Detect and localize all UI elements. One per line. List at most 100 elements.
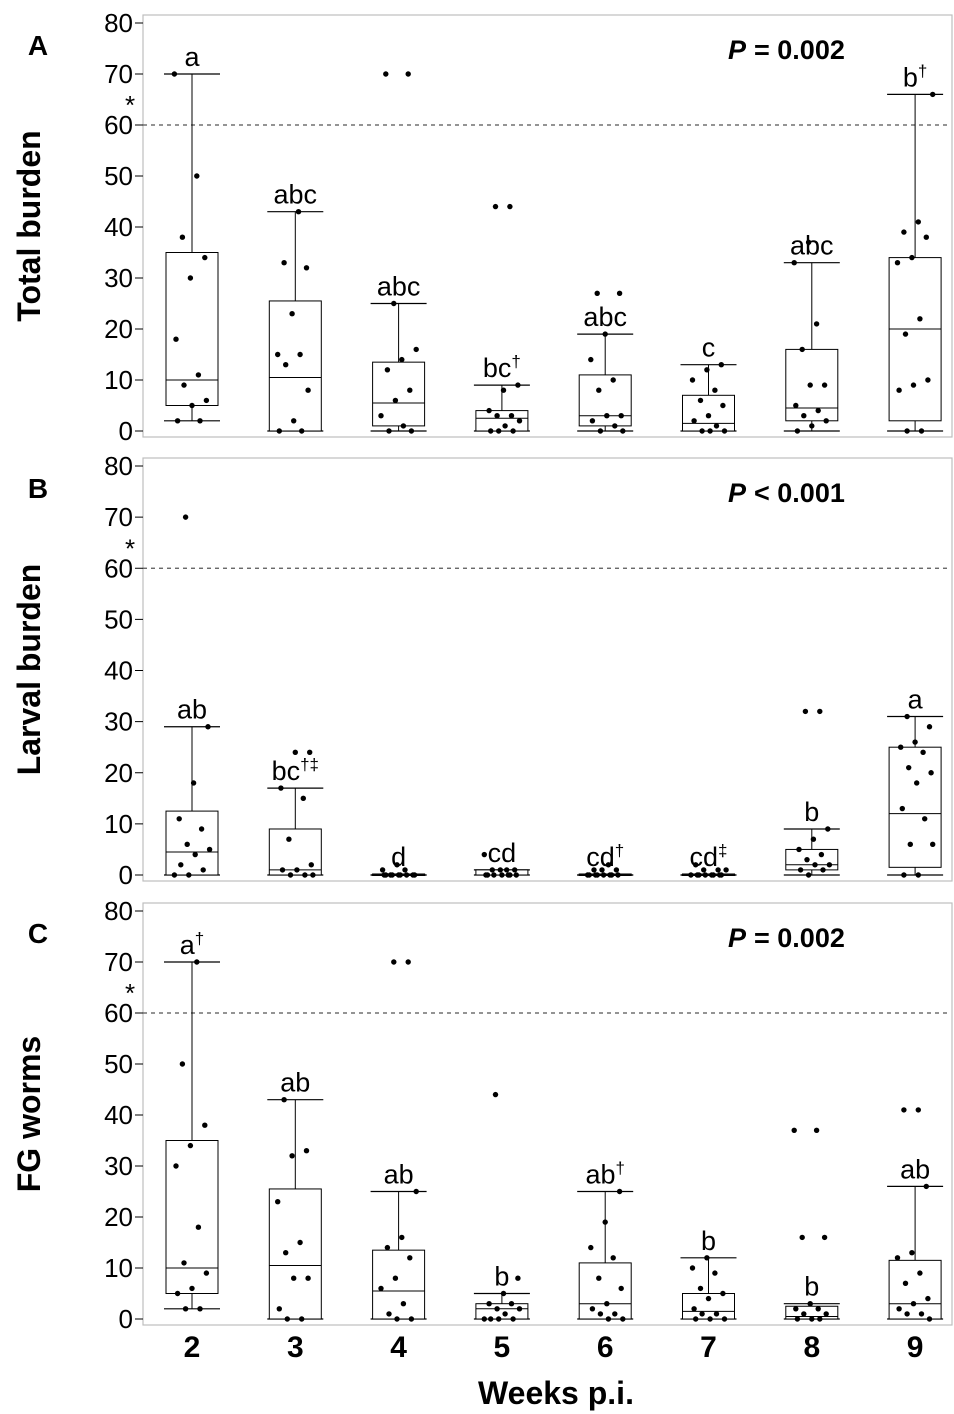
data-point	[507, 203, 513, 210]
data-point	[610, 377, 616, 383]
x-tick-label: 7	[700, 1331, 717, 1364]
data-point	[184, 841, 190, 848]
data-point	[187, 275, 194, 281]
data-point	[699, 428, 705, 434]
data-point	[723, 867, 729, 873]
data-point	[408, 428, 415, 434]
data-point	[915, 1107, 921, 1113]
data-point	[494, 413, 500, 419]
data-point	[484, 872, 491, 878]
data-point	[275, 1199, 281, 1205]
data-point	[791, 1127, 797, 1134]
data-point	[402, 867, 408, 873]
p-value-annotation: P = 0.002	[728, 923, 845, 953]
data-point	[923, 234, 929, 240]
box-group-week-7: cd‡	[680, 841, 737, 878]
data-point	[718, 872, 724, 878]
data-point	[809, 1316, 815, 1322]
y-axis-title: FG worms	[11, 1036, 47, 1192]
data-point	[805, 872, 812, 878]
data-point	[276, 428, 282, 434]
data-point	[303, 1148, 310, 1154]
data-point	[496, 1316, 502, 1322]
data-point	[821, 1234, 828, 1241]
letter: b	[494, 1262, 509, 1292]
data-point	[513, 872, 519, 878]
data-point	[389, 872, 395, 878]
letter: abc	[583, 302, 627, 332]
data-point	[910, 1301, 917, 1307]
panel-label: B	[28, 473, 48, 504]
letter-superscript: †‡	[300, 755, 319, 774]
data-point	[507, 872, 513, 878]
data-point	[413, 1188, 419, 1195]
y-tick-label: 70	[104, 947, 133, 977]
box	[268, 1188, 322, 1320]
group-letter: abc	[377, 272, 421, 302]
y-tick-label: 10	[104, 1253, 133, 1283]
data-point	[697, 397, 704, 404]
data-point	[403, 872, 410, 878]
data-point	[594, 872, 600, 878]
y-tick-label: 0	[119, 860, 133, 890]
data-point	[807, 382, 813, 388]
box-group-week-9: b†	[887, 61, 944, 434]
group-letter: cd‡	[690, 841, 728, 872]
box-group-week-3: abc	[267, 180, 324, 434]
data-point	[408, 1316, 415, 1322]
data-point	[515, 382, 521, 388]
data-point	[712, 387, 718, 393]
panel-label: C	[28, 918, 48, 949]
y-tick-label: 70	[104, 502, 133, 532]
box-group-week-2: a†	[164, 929, 220, 1312]
box-group-week-5: b	[473, 1091, 530, 1322]
data-point	[187, 1142, 194, 1149]
data-point	[604, 1301, 610, 1307]
data-point	[818, 851, 825, 858]
data-point	[202, 1122, 208, 1128]
data-point	[925, 1295, 931, 1302]
p-value-annotation: P < 0.001	[728, 478, 845, 508]
data-point	[179, 1061, 186, 1067]
data-point	[192, 851, 198, 858]
box	[888, 746, 942, 868]
data-point	[713, 423, 720, 429]
data-point	[605, 862, 612, 868]
group-letter: c	[702, 333, 716, 363]
data-point	[488, 1316, 494, 1322]
box	[475, 1303, 529, 1320]
y-tick-label: 80	[104, 451, 133, 481]
data-point	[399, 1234, 405, 1241]
letter-superscript: †	[615, 841, 624, 860]
letter: cd	[586, 842, 615, 872]
data-point	[793, 402, 799, 409]
letter: b	[804, 797, 819, 827]
data-point	[497, 867, 503, 873]
data-point	[817, 708, 823, 715]
y-tick-label: 20	[104, 1202, 133, 1232]
data-point	[391, 300, 397, 307]
data-point	[707, 1316, 713, 1322]
cutoff-marker: *	[125, 978, 135, 1008]
group-letter: abc	[790, 231, 834, 261]
data-point	[294, 867, 300, 873]
group-letter: b†	[903, 61, 928, 92]
cutoff-marker: *	[125, 90, 135, 120]
box-group-week-7: c	[680, 333, 737, 434]
data-point	[491, 872, 497, 878]
y-tick-label: 20	[104, 758, 133, 788]
data-point	[809, 423, 815, 429]
box	[268, 300, 322, 432]
data-point	[901, 229, 907, 235]
data-point	[909, 1250, 915, 1256]
data-point	[502, 1311, 508, 1317]
data-point	[799, 1234, 805, 1241]
data-point	[691, 1306, 697, 1312]
data-point	[486, 1301, 492, 1307]
data-point	[825, 826, 831, 832]
data-point	[295, 209, 302, 215]
data-point	[281, 1097, 287, 1103]
x-tick-label: 9	[907, 1331, 924, 1364]
data-point	[384, 1244, 391, 1251]
p-value: = 0.002	[754, 923, 845, 953]
